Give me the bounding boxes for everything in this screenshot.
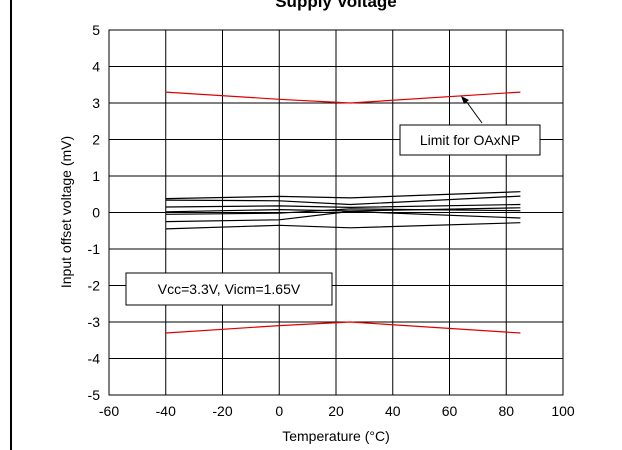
- annotation-conditions: Vcc=3.3V, Vicm=1.65V: [125, 272, 333, 306]
- x-tick-label-1: -40: [156, 403, 176, 419]
- x-tick-label-4: 20: [328, 403, 344, 419]
- conditions-label: Vcc=3.3V, Vicm=1.65V: [158, 281, 301, 297]
- series-line-6: [165, 222, 521, 230]
- y-tick-label-6: -1: [88, 241, 101, 257]
- y-tick-label-4: 1: [92, 168, 100, 184]
- y-tick-label-0: 5: [92, 22, 100, 38]
- x-tick-label-6: 60: [442, 403, 458, 419]
- x-tick-label-0: -60: [99, 403, 119, 419]
- x-tick-labels: -60 -40 -20 0 20 40 60 80 100: [99, 403, 575, 419]
- y-tick-label-3: 2: [92, 132, 100, 148]
- y-tick-label-7: -2: [88, 278, 101, 294]
- annotation-label: Limit for OAxNP: [420, 132, 520, 148]
- y-tick-label-1: 4: [92, 59, 100, 75]
- series-line-0: [165, 191, 521, 200]
- plot-frame: [108, 29, 564, 396]
- series-line-4: [165, 208, 521, 215]
- chart-title: Supply Voltage: [275, 0, 397, 11]
- y-tick-label-10: -5: [88, 387, 101, 403]
- x-tick-label-3: 0: [275, 403, 283, 419]
- series-line-5: [165, 210, 521, 223]
- annotation-arrow: [465, 100, 483, 124]
- x-axis-title: Temperature (°C): [282, 428, 390, 444]
- series-line-8: [165, 321, 521, 334]
- conditions-box: [125, 272, 333, 306]
- annotation-arrowhead: [461, 96, 469, 104]
- series-line-1: [165, 195, 521, 206]
- x-tick-label-8: 100: [551, 403, 575, 419]
- y-tick-label-2: 3: [92, 95, 100, 111]
- series-layer: [165, 91, 521, 334]
- y-tick-label-5: 0: [92, 205, 100, 221]
- x-tick-label-5: 40: [385, 403, 401, 419]
- annotation-limit: Limit for OAxNP: [399, 96, 541, 156]
- x-tick-label-7: 80: [498, 403, 514, 419]
- y-tick-labels: 5 4 3 2 1 0 -1 -2 -3 -4 -5: [88, 22, 101, 403]
- x-tick-label-2: -20: [212, 403, 232, 419]
- y-tick-label-8: -3: [88, 314, 101, 330]
- series-line-2: [165, 203, 521, 209]
- y-tick-label-9: -4: [88, 351, 101, 367]
- annotation-box: [399, 124, 541, 156]
- y-axis-title: Input offset voltage (mV): [58, 136, 74, 288]
- series-line-7: [165, 91, 521, 104]
